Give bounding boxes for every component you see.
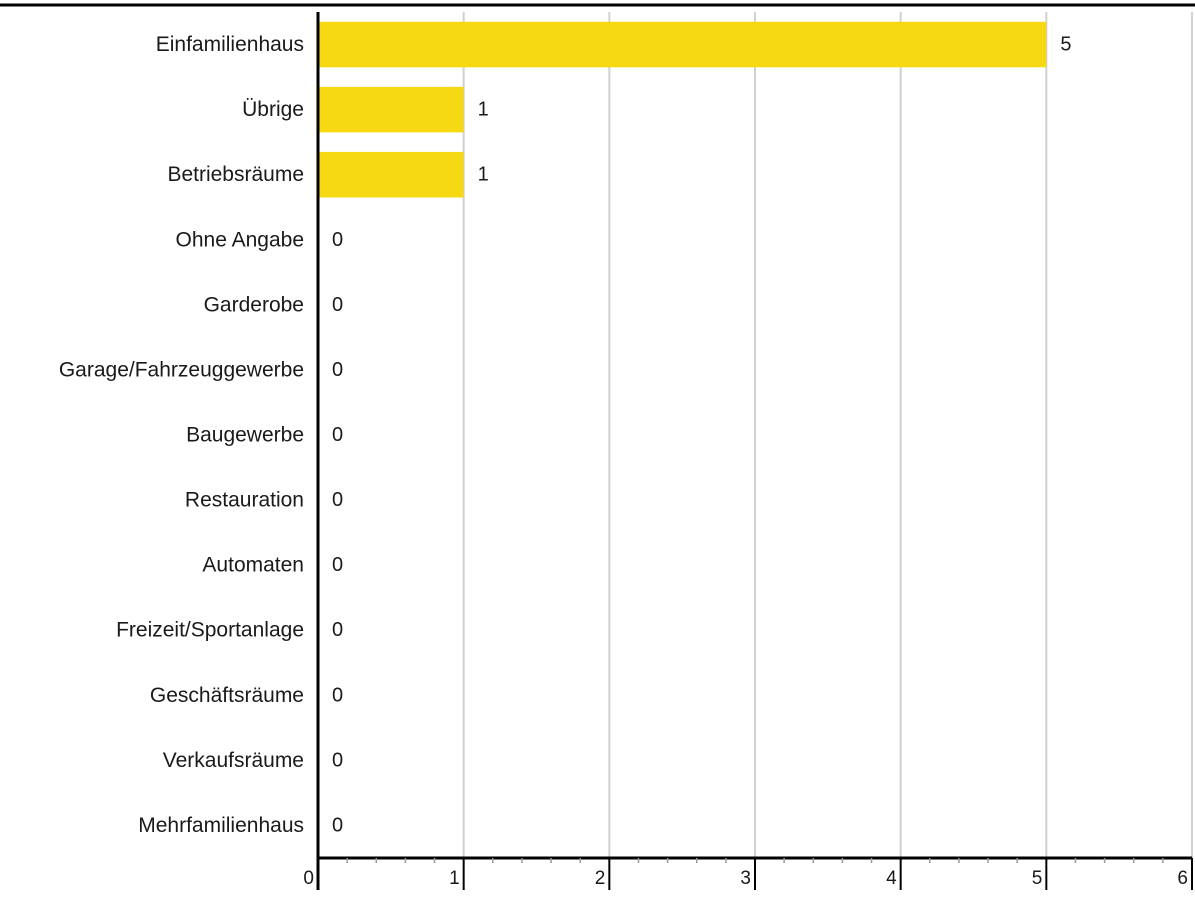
category-label-3: Ohne Angabe (176, 228, 304, 251)
gridlines (462, 12, 1193, 858)
value-label-12: 0 (332, 814, 343, 836)
category-label-0: Einfamilienhaus (156, 33, 304, 56)
bar-1 (318, 86, 464, 133)
value-label-1: 1 (478, 99, 489, 121)
bar-0 (318, 21, 1047, 68)
category-label-8: Automaten (202, 554, 304, 577)
x-tick-label-3: 3 (740, 868, 751, 889)
x-tick-label-6: 6 (1177, 868, 1188, 889)
category-label-5: Garage/Fahrzeuggewerbe (59, 358, 304, 381)
value-label-8: 0 (332, 554, 343, 576)
x-tick-label-2: 2 (595, 868, 606, 889)
category-label-11: Verkaufsräume (163, 749, 304, 772)
axes: 0 1 2 3 4 5 6 (303, 12, 1193, 890)
category-label-4: Garderobe (204, 293, 304, 316)
bar-2 (318, 151, 464, 198)
x-tick-label-4: 4 (886, 868, 897, 889)
value-label-6: 0 (332, 424, 343, 446)
x-tick-label-1: 1 (449, 868, 460, 889)
category-label-10: Geschäftsräume (150, 684, 304, 707)
category-label-9: Freizeit/Sportanlage (116, 619, 304, 642)
category-label-6: Baugewerbe (186, 424, 304, 447)
category-label-1: Übrige (242, 98, 304, 121)
bars (318, 21, 1047, 198)
value-label-5: 0 (332, 359, 343, 381)
value-labels: 5 1 1 0 0 0 0 0 0 0 0 0 0 (332, 34, 1071, 837)
category-label-12: Mehrfamilienhaus (138, 814, 304, 837)
value-label-11: 0 (332, 749, 343, 771)
value-label-0: 5 (1060, 34, 1071, 56)
value-label-10: 0 (332, 684, 343, 706)
x-tick-label-5: 5 (1032, 868, 1043, 889)
value-label-3: 0 (332, 229, 343, 251)
value-label-9: 0 (332, 619, 343, 641)
category-label-2: Betriebsräume (167, 163, 304, 186)
value-label-4: 0 (332, 294, 343, 316)
category-labels: Einfamilienhaus Übrige Betriebsräume Ohne A… (59, 33, 304, 837)
category-label-7: Restauration (185, 489, 304, 512)
value-label-7: 0 (332, 489, 343, 511)
value-label-2: 1 (478, 164, 489, 186)
x-tick-label-0: 0 (303, 868, 314, 889)
